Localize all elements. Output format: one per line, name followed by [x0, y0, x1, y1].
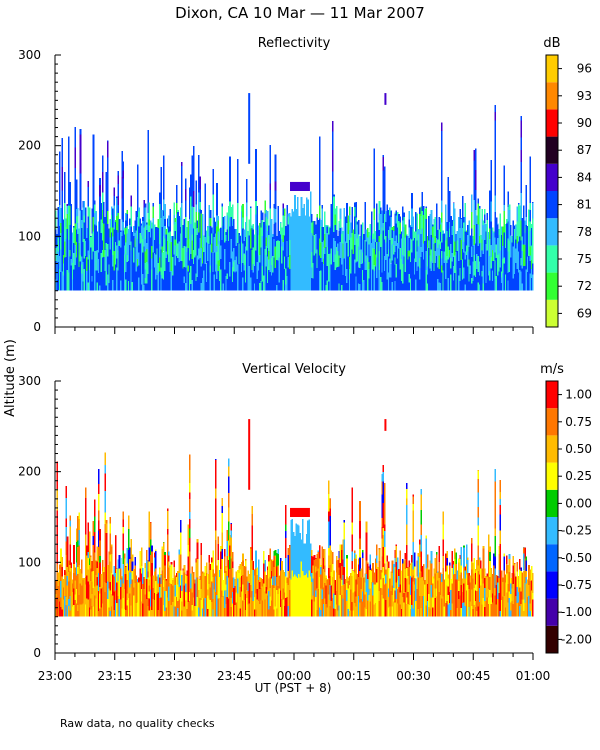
vertical-velocity-panel: Vertical Velocity 0 100 200 300 23:00 23:15 23:… — [18, 362, 592, 683]
gap-cap — [290, 507, 310, 517]
panel-title: Vertical Velocity — [242, 362, 346, 377]
colorbar-swatch — [546, 109, 558, 137]
colorbar-label: 75 — [577, 252, 592, 266]
colorbar-swatch — [546, 598, 558, 626]
x-tick-label: 23:15 — [97, 669, 132, 683]
x-tick-label: 00:30 — [396, 669, 431, 683]
colorbar-swatch — [546, 544, 558, 572]
x-tick-label: 00:00 — [277, 669, 312, 683]
colorbar-frame — [545, 380, 559, 654]
y-tick-label: 0 — [33, 646, 41, 660]
panel-title: Reflectivity — [258, 36, 331, 51]
colorbar-swatch — [546, 408, 558, 436]
colorbar-swatch — [546, 625, 558, 653]
colorbar-label: -0.75 — [561, 578, 592, 592]
gap-cap — [290, 181, 310, 191]
isolated-echo — [384, 93, 387, 105]
data-field — [55, 419, 534, 617]
colorbar-swatch — [546, 489, 558, 517]
x-axis-label: UT (PST + 8) — [255, 681, 332, 695]
colorbar-label: -0.25 — [561, 524, 592, 538]
data-field — [55, 93, 534, 291]
colorbar-label: 0.75 — [565, 415, 592, 429]
colorbar: 69 72 75 78 81 84 87 90 93 96 dB — [543, 36, 592, 328]
colorbar-swatch — [546, 245, 558, 273]
colorbar-swatch — [546, 218, 558, 246]
colorbar-swatch — [546, 571, 558, 599]
x-tick-label: 23:45 — [217, 669, 252, 683]
colorbar-label: 93 — [577, 89, 592, 103]
colorbar-swatch — [546, 462, 558, 490]
isolated-echo — [384, 419, 387, 431]
colorbar-label: -1.00 — [561, 605, 592, 619]
isolated-echo — [248, 93, 251, 164]
colorbar-swatch — [546, 82, 558, 110]
colorbar-swatch — [546, 381, 558, 409]
colorbar-label: 69 — [577, 306, 592, 320]
x-tick-label: 00:15 — [336, 669, 371, 683]
colorbar-label: 0.25 — [565, 469, 592, 483]
x-tick-label: 01:00 — [516, 669, 551, 683]
colorbar-label: 96 — [577, 62, 592, 76]
colorbar-frame — [545, 54, 559, 328]
y-tick-label: 100 — [18, 555, 41, 569]
colorbar-label: 81 — [577, 198, 592, 212]
colorbar-label: 84 — [577, 170, 592, 184]
colorbar-unit: m/s — [540, 362, 564, 377]
colorbar-label: 90 — [577, 116, 592, 130]
y-tick-label: 200 — [18, 465, 41, 479]
colorbar-label: 1.00 — [565, 388, 592, 402]
colorbar-swatch — [546, 163, 558, 191]
colorbar-swatch — [546, 136, 558, 164]
colorbar-swatch — [546, 435, 558, 463]
colorbar-label: 78 — [577, 225, 592, 239]
colorbar-swatch — [546, 517, 558, 545]
figure-title: Dixon, CA 10 Mar — 11 Mar 2007 — [175, 4, 425, 22]
isolated-echo — [248, 419, 251, 490]
x-tick-label: 23:00 — [38, 669, 73, 683]
x-tick-label: 23:30 — [157, 669, 192, 683]
reflectivity-panel: Reflectivity 0 100 200 300 69 72 75 78 81 84 87 90 93… — [18, 36, 592, 334]
y-axis-label: Altitude (m) — [3, 339, 18, 417]
colorbar-swatch — [546, 55, 558, 83]
colorbar-label: -2.00 — [561, 632, 592, 646]
colorbar-label: 72 — [577, 279, 592, 293]
colorbar-label: -0.50 — [561, 551, 592, 565]
colorbar-swatch — [546, 191, 558, 219]
y-tick-label: 100 — [18, 229, 41, 243]
y-tick-label: 300 — [18, 48, 41, 62]
colorbar-label: 0.50 — [565, 442, 592, 456]
y-tick-label: 300 — [18, 374, 41, 388]
y-tick-label: 200 — [18, 139, 41, 153]
x-tick-label: 00:45 — [456, 669, 491, 683]
colorbar-swatch — [546, 272, 558, 300]
colorbar: -2.00 -1.00 -0.75 -0.50 -0.25 0.00 0.25 0.50 0.7… — [540, 362, 592, 654]
footnote: Raw data, no quality checks — [60, 717, 215, 730]
colorbar-label: 87 — [577, 143, 592, 157]
colorbar-swatch — [546, 299, 558, 327]
colorbar-unit: dB — [543, 36, 560, 51]
colorbar-label: 0.00 — [565, 496, 592, 510]
y-tick-label: 0 — [33, 320, 41, 334]
